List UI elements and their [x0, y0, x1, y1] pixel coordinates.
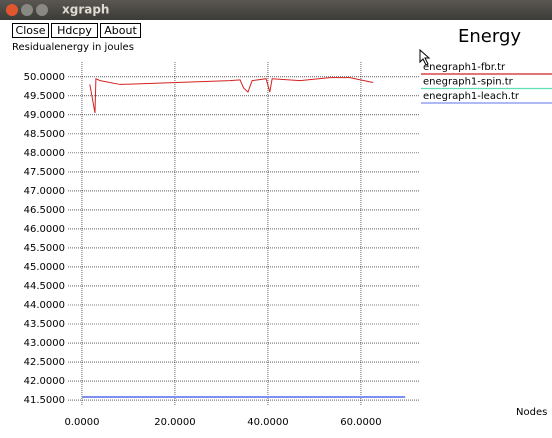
y-tick-label: 45.5000: [24, 243, 65, 254]
y-tick-label: 41.5000: [24, 395, 65, 406]
y-tick-label: 46.5000: [24, 205, 65, 216]
y-axis-label: Residualenergy in joules: [12, 42, 134, 53]
y-tick-label: 44.5000: [24, 281, 65, 292]
y-tick-label: 43.0000: [24, 338, 65, 349]
chart-title: Energy: [458, 26, 521, 47]
title-bar: [0, 0, 552, 20]
close-label[interactable]: Close: [16, 24, 46, 37]
y-tick-label: 47.5000: [24, 167, 65, 178]
y-tick-label: 47.0000: [24, 186, 65, 197]
about-button[interactable]: [100, 23, 141, 38]
y-tick-label: 50.0000: [24, 72, 65, 83]
maximize-window[interactable]: [36, 4, 48, 16]
hdcpy-button[interactable]: [51, 23, 98, 38]
close-window[interactable]: [6, 4, 18, 16]
legend-label: enegraph1-leach.tr: [423, 91, 520, 102]
x-axis-label: Nodes: [516, 407, 547, 418]
y-tick-label: 44.0000: [24, 300, 65, 311]
legend-label: enegraph1-fbr.tr: [423, 62, 506, 73]
x-tick-label: 20.0000: [154, 417, 195, 428]
mouse-cursor: [419, 48, 431, 66]
hdcpy-label[interactable]: Hdcpy: [57, 24, 92, 37]
minimize-window[interactable]: [21, 4, 33, 16]
legend-label: enegraph1-spin.tr: [423, 77, 514, 88]
series-line: [89, 77, 374, 114]
y-tick-label: 42.5000: [24, 357, 65, 368]
about-label[interactable]: About: [104, 24, 137, 37]
y-tick-label: 42.0000: [24, 376, 65, 387]
y-tick-label: 48.0000: [24, 148, 65, 159]
y-tick-label: 49.0000: [24, 110, 65, 121]
x-tick-label: 0.0000: [64, 417, 99, 428]
y-tick-label: 48.5000: [24, 129, 65, 140]
y-tick-label: 46.0000: [24, 224, 65, 235]
window-title: xgraph: [62, 3, 109, 17]
x-tick-label: 40.0000: [247, 417, 288, 428]
y-tick-label: 45.0000: [24, 262, 65, 273]
y-tick-label: 43.5000: [24, 319, 65, 330]
y-tick-label: 49.5000: [24, 91, 65, 102]
x-tick-label: 60.0000: [340, 417, 381, 428]
close-button[interactable]: [12, 23, 49, 38]
